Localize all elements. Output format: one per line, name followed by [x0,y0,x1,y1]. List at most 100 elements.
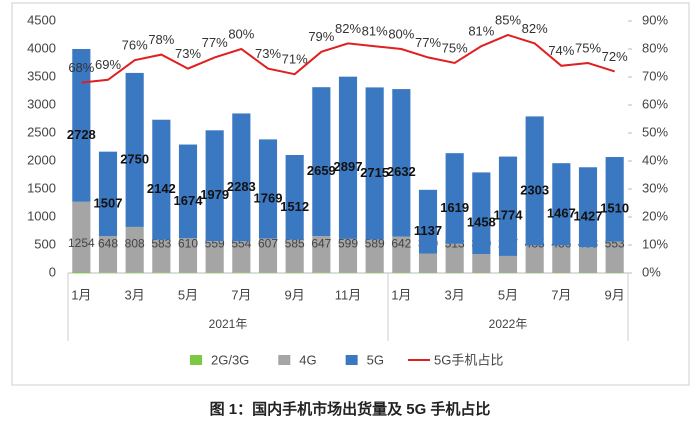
x-tick-label: 9月 [285,287,305,302]
y-tick-label: 1000 [27,208,56,223]
y-tick-label: 2000 [27,152,56,167]
data-label: 1512 [280,199,309,214]
bar [232,113,250,241]
y2-tick-label: 90% [642,12,668,27]
x-tick-label: 9月 [605,287,625,302]
data-label: 81% [362,24,388,39]
legend-label: 2G/3G [211,352,249,367]
data-label: 1254 [68,236,95,250]
y-tick-label: 1500 [27,180,56,195]
bar [152,272,170,273]
data-label: 2303 [520,182,549,197]
bar [99,272,117,273]
data-label: 1510 [600,201,629,216]
bar [366,272,384,273]
bar [126,73,144,227]
data-label: 82% [522,21,548,36]
data-label: 1769 [254,190,283,205]
y-tick-label: 2500 [27,124,56,139]
bar [472,172,490,254]
data-label: 69% [95,57,121,72]
bar [392,89,410,236]
data-label: 81% [468,24,494,39]
bar [179,145,197,239]
bar [286,155,304,240]
legend-swatch [346,355,358,365]
data-label: 2283 [227,179,256,194]
bar [99,152,117,236]
group-label: 2022年 [489,317,528,331]
bar [579,167,597,247]
data-label: 82% [335,21,361,36]
data-label: 2728 [67,127,96,142]
data-label: 1427 [574,209,603,224]
data-label: 1507 [94,195,123,210]
bar [126,272,144,273]
bar [579,247,597,272]
bar [499,157,517,256]
data-label: 1979 [200,187,229,202]
caption: 图 1：国内手机市场出货量及 5G 手机占比 [210,400,491,418]
data-label: 2659 [307,163,336,178]
x-tick-label: 1月 [71,287,91,302]
y2-tick-label: 80% [642,40,668,55]
x-tick-label: 1月 [391,287,411,302]
data-label: 1458 [467,215,496,230]
data-label: 72% [602,49,628,64]
data-label: 1674 [174,193,204,208]
data-label: 648 [98,236,118,250]
bar [606,157,624,242]
x-tick-label: 5月 [498,287,518,302]
data-label: 77% [415,35,441,50]
data-label: 71% [282,52,308,67]
data-label: 75% [575,40,601,55]
group-label: 2021年 [209,317,248,331]
bar [366,87,384,239]
bar [552,163,570,245]
bar [72,272,90,273]
data-label: 2897 [334,159,363,174]
y-tick-label: 3500 [27,68,56,83]
x-tick-label: 3月 [445,287,465,302]
legend-label: 5G手机占比 [434,352,503,367]
bar [446,153,464,244]
data-label: 75% [442,40,468,55]
data-label: 2142 [147,181,176,196]
bar [232,272,250,273]
bar [286,272,304,273]
data-label: 85% [495,12,521,27]
y2-tick-label: 20% [642,208,668,223]
data-label: 77% [202,35,228,50]
bar [392,272,410,273]
data-label: 73% [255,46,281,61]
data-label: 1137 [414,223,442,238]
bar [152,120,170,240]
y-tick-label: 500 [34,236,56,251]
legend-label: 4G [299,352,316,367]
y2-tick-label: 0% [642,264,661,279]
data-label: 74% [548,43,574,58]
bar [339,77,357,239]
data-label: 1619 [440,200,469,215]
bar [312,272,330,273]
data-label: 808 [125,236,145,250]
data-label: 68% [68,60,94,75]
data-label: 1774 [494,208,524,223]
y2-tick-label: 60% [642,96,668,111]
y2-tick-label: 70% [642,68,668,83]
y-tick-label: 4500 [27,12,56,27]
y-tick-label: 3000 [27,96,56,111]
y-tick-label: 0 [49,264,56,279]
data-label: 80% [388,26,414,41]
data-label: 80% [228,26,254,41]
bar [526,116,544,245]
x-tick-label: 7月 [231,287,251,302]
bar [472,254,490,272]
legend-swatch [190,355,202,365]
data-label: 79% [308,29,334,44]
legend-swatch [278,355,290,365]
y2-tick-label: 10% [642,236,668,251]
data-label: 78% [148,32,174,47]
y2-tick-label: 30% [642,180,668,195]
data-label: 607 [258,237,278,251]
